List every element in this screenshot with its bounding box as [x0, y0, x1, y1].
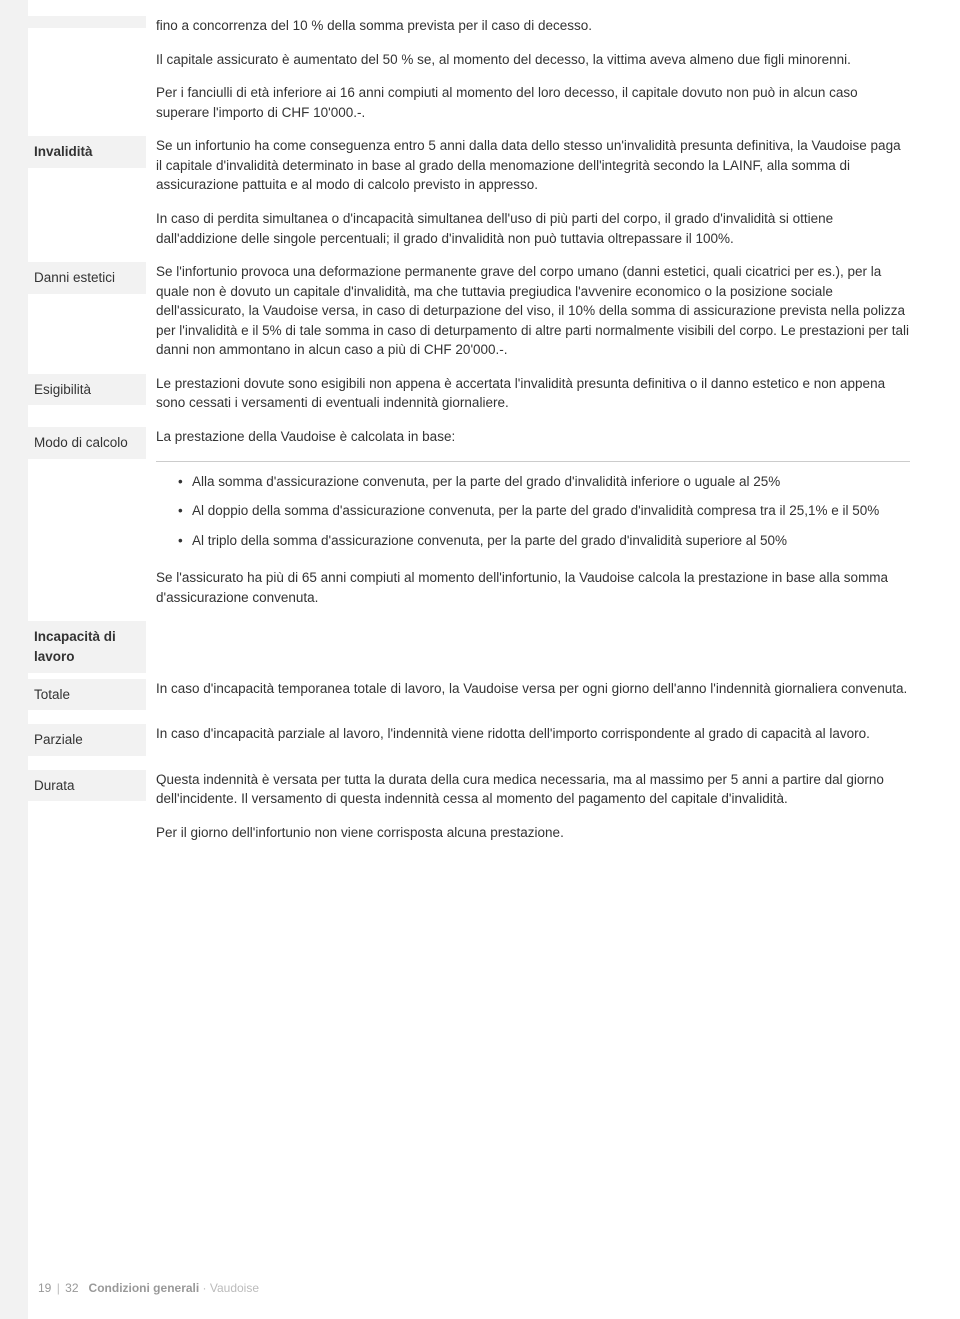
modo-calcolo-bullet-list: Alla somma d'assicurazione convenuta, pe… [156, 472, 910, 551]
intro-p2: Il capitale assicurato è aumentato del 5… [156, 50, 910, 70]
parziale-p1: In caso d'incapacità parziale al lavoro,… [156, 724, 910, 744]
danni-estetici-label-col: Danni estetici [28, 262, 146, 294]
totale-label-col: Totale [28, 679, 146, 711]
modo-calcolo-row: Modo di calcolo La prestazione della Vau… [28, 427, 910, 607]
incapacita-row: Incapacità di lavoro [28, 621, 910, 672]
durata-p1: Questa indennità è versata per tutta la … [156, 770, 910, 809]
durata-body: Questa indennità è versata per tutta la … [156, 770, 910, 843]
footer-page-total: 32 [65, 1281, 78, 1295]
durata-label-col: Durata [28, 770, 146, 802]
totale-label: Totale [28, 685, 138, 705]
content-area: fino a concorrenza del 10 % della somma … [28, 0, 960, 886]
danni-estetici-p1: Se l'infortunio provoca una deformazione… [156, 262, 910, 360]
incapacita-label-col: Incapacità di lavoro [28, 621, 146, 672]
durata-row: Durata Questa indennità è versata per tu… [28, 770, 910, 843]
footer-sep-1: | [53, 1281, 63, 1295]
totale-body: In caso d'incapacità temporanea totale d… [156, 679, 910, 699]
incapacita-label: Incapacità di lavoro [28, 627, 138, 666]
page: fino a concorrenza del 10 % della somma … [0, 0, 960, 1319]
esigibilita-row: Esigibilità Le prestazioni dovute sono e… [28, 374, 910, 413]
invalidita-p1: Se un infortunio ha come conseguenza ent… [156, 136, 910, 195]
modo-calcolo-body: La prestazione della Vaudoise è calcolat… [156, 427, 910, 607]
left-margin-strip [0, 0, 28, 1319]
esigibilita-label: Esigibilità [28, 380, 138, 400]
modo-calcolo-label-col: Modo di calcolo [28, 427, 146, 459]
totale-row: Totale In caso d'incapacità temporanea t… [28, 679, 910, 711]
footer-doc-sub: · [199, 1281, 210, 1295]
modo-calcolo-bullet-1: Alla somma d'assicurazione convenuta, pe… [178, 472, 910, 492]
totale-p1: In caso d'incapacità temporanea totale d… [156, 679, 910, 699]
footer-doc-main: Condizioni generali [89, 1281, 200, 1295]
invalidita-label-col: Invalidità [28, 136, 146, 168]
intro-row: fino a concorrenza del 10 % della somma … [28, 16, 910, 122]
modo-calcolo-bullet-2: Al doppio della somma d'assicurazione co… [178, 501, 910, 521]
intro-p1: fino a concorrenza del 10 % della somma … [156, 16, 910, 36]
danni-estetici-row: Danni estetici Se l'infortunio provoca u… [28, 262, 910, 360]
esigibilita-label-col: Esigibilità [28, 374, 146, 406]
esigibilita-body: Le prestazioni dovute sono esigibili non… [156, 374, 910, 413]
esigibilita-p1: Le prestazioni dovute sono esigibili non… [156, 374, 910, 413]
parziale-body: In caso d'incapacità parziale al lavoro,… [156, 724, 910, 744]
intro-label-col [28, 16, 146, 28]
modo-calcolo-after: Se l'assicurato ha più di 65 anni compiu… [156, 568, 910, 607]
parziale-row: Parziale In caso d'incapacità parziale a… [28, 724, 910, 756]
invalidita-label: Invalidità [28, 142, 138, 162]
invalidita-p2: In caso di perdita simultanea o d'incapa… [156, 209, 910, 248]
modo-calcolo-intro: La prestazione della Vaudoise è calcolat… [156, 427, 910, 447]
danni-estetici-body: Se l'infortunio provoca una deformazione… [156, 262, 910, 360]
modo-calcolo-bullet-3: Al triplo della somma d'assicurazione co… [178, 531, 910, 551]
invalidita-body: Se un infortunio ha come conseguenza ent… [156, 136, 910, 248]
danni-estetici-label: Danni estetici [28, 268, 138, 288]
durata-p2: Per il giorno dell'infortunio non viene … [156, 823, 910, 843]
footer-page-current: 19 [38, 1281, 51, 1295]
invalidita-row: Invalidità Se un infortunio ha come cons… [28, 136, 910, 248]
parziale-label: Parziale [28, 730, 138, 750]
page-footer: 19 | 32 Condizioni generali · Vaudoise [38, 1280, 259, 1297]
parziale-label-col: Parziale [28, 724, 146, 756]
modo-calcolo-bullets-block: Alla somma d'assicurazione convenuta, pe… [156, 461, 910, 555]
intro-body: fino a concorrenza del 10 % della somma … [156, 16, 910, 122]
intro-p3: Per i fanciulli di età inferiore ai 16 a… [156, 83, 910, 122]
modo-calcolo-label: Modo di calcolo [28, 433, 138, 453]
footer-doc-sub-text: Vaudoise [210, 1281, 259, 1295]
durata-label: Durata [28, 776, 138, 796]
